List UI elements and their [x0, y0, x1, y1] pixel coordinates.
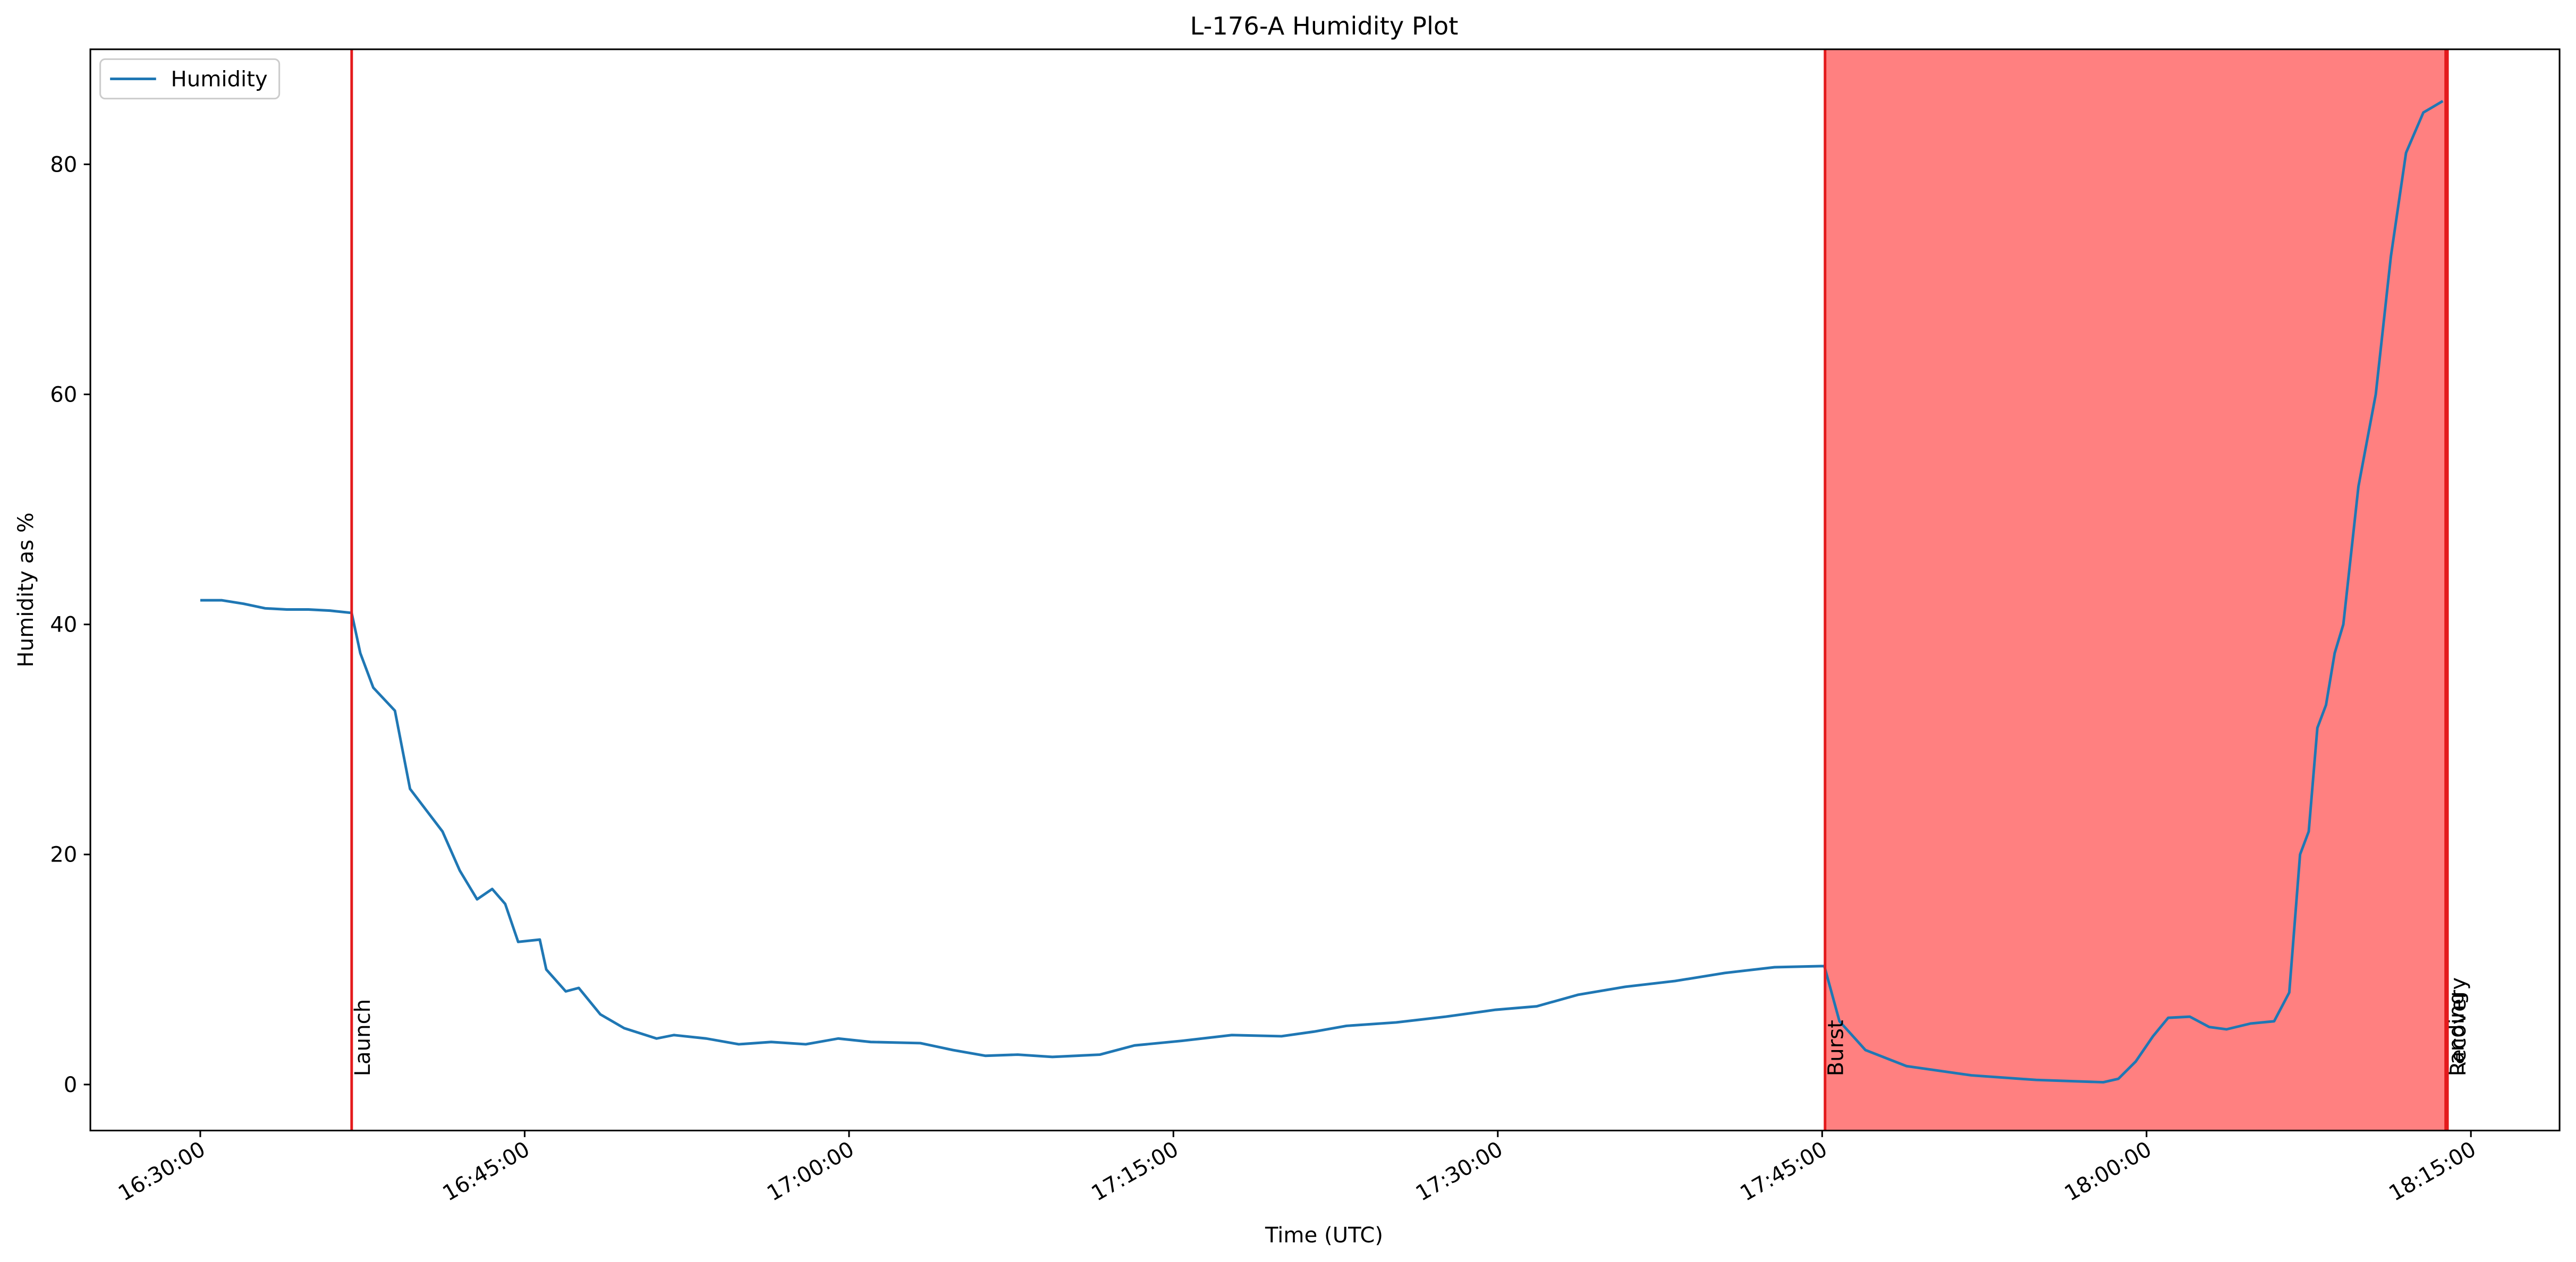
legend-label: Humidity: [171, 67, 268, 91]
y-tick-label: 80: [50, 152, 77, 177]
x-axis-label: Time (UTC): [1265, 1223, 1383, 1248]
y-tick-label: 60: [50, 382, 77, 407]
y-tick-label: 0: [64, 1073, 78, 1097]
event-label: Launch: [351, 999, 375, 1077]
line-series: [200, 100, 2444, 1084]
flight-descent-span: [1825, 49, 2446, 1131]
event-label: Recovery: [2446, 977, 2471, 1076]
y-axis-label: Humidity as %: [14, 513, 38, 668]
y-tick-label: 20: [50, 843, 77, 867]
y-tick-label: 40: [50, 613, 77, 637]
legend-box: [99, 58, 281, 100]
event-label: Burst: [1824, 1020, 1849, 1076]
chart-title: L-176-A Humidity Plot: [1190, 12, 1459, 40]
plot-frame: [89, 48, 2561, 1132]
